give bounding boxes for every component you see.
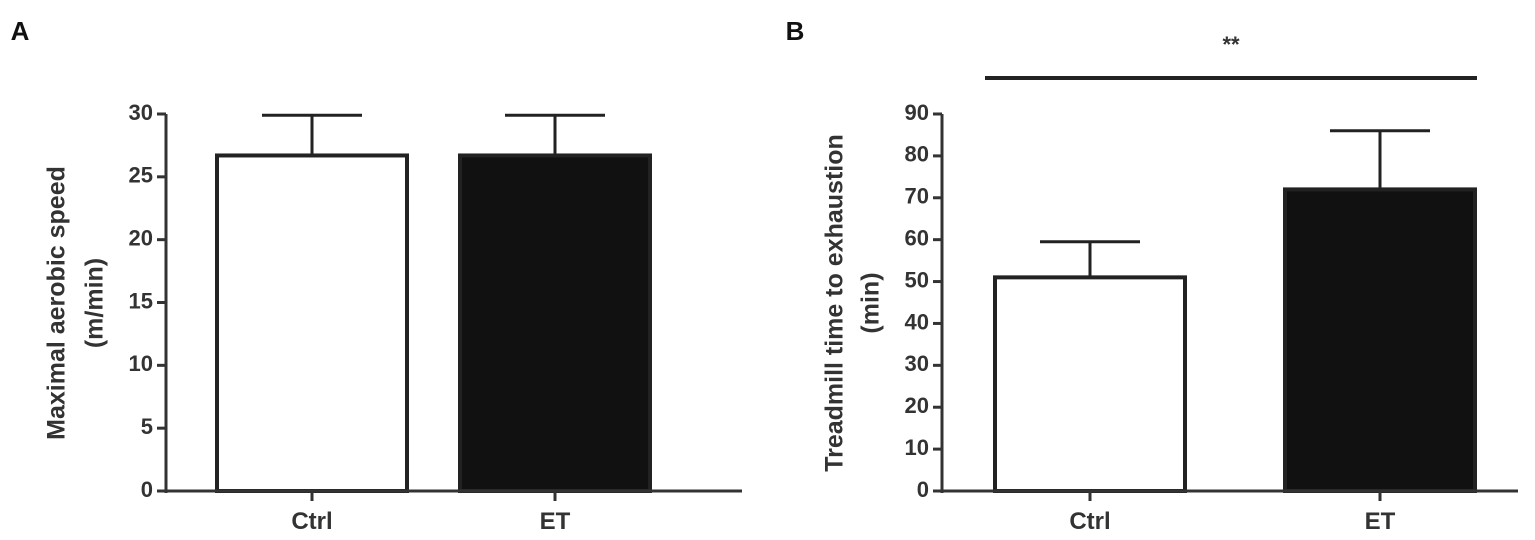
y-tick-label: 30 <box>905 351 929 376</box>
panel-label: B <box>786 16 805 46</box>
y-axis-title: Maximal aerobic speed <box>43 166 71 440</box>
y-tick-label: 5 <box>141 414 153 439</box>
x-tick-label: Ctrl <box>291 508 332 535</box>
bar-et <box>458 153 652 493</box>
y-tick-label: 30 <box>129 100 153 125</box>
x-tick-label: Ctrl <box>1069 508 1110 535</box>
bar-ctrl <box>215 153 409 493</box>
y-tick-label: 20 <box>129 225 153 250</box>
y-tick-label: 80 <box>905 142 929 167</box>
y-tick-label: 70 <box>905 184 929 209</box>
y-tick-label: 10 <box>129 351 153 376</box>
y-axis-title: (m/min) <box>81 258 109 348</box>
bar-ctrl <box>993 275 1187 493</box>
y-tick-label: 0 <box>141 477 153 502</box>
significance-label: ** <box>1222 32 1240 57</box>
y-tick-label: 20 <box>905 393 929 418</box>
chart-panel-a: A Maximal aerobic speed (m/min) 0 5 10 15 20 25 3… <box>11 16 742 535</box>
y-tick-label: 15 <box>129 288 153 313</box>
y-tick-label: 50 <box>905 267 929 292</box>
y-axis-title: Treadmill time to exhaustion <box>821 134 849 472</box>
y-tick-label: 90 <box>905 100 929 125</box>
panel-label: A <box>11 16 30 46</box>
y-axis-title: (min) <box>857 272 885 333</box>
y-tick-label: 60 <box>905 225 929 250</box>
x-tick-label: ET <box>540 508 571 535</box>
y-tick-label: 40 <box>905 309 929 334</box>
chart-panel-b: B Treadmill time to exhaustion (min) 0 10 20 3… <box>786 16 1518 535</box>
x-tick-label: ET <box>1365 508 1396 535</box>
y-tick-label: 0 <box>917 477 929 502</box>
y-tick-label: 10 <box>905 435 929 460</box>
bar-et <box>1283 187 1477 493</box>
y-tick-label: 25 <box>129 163 153 188</box>
